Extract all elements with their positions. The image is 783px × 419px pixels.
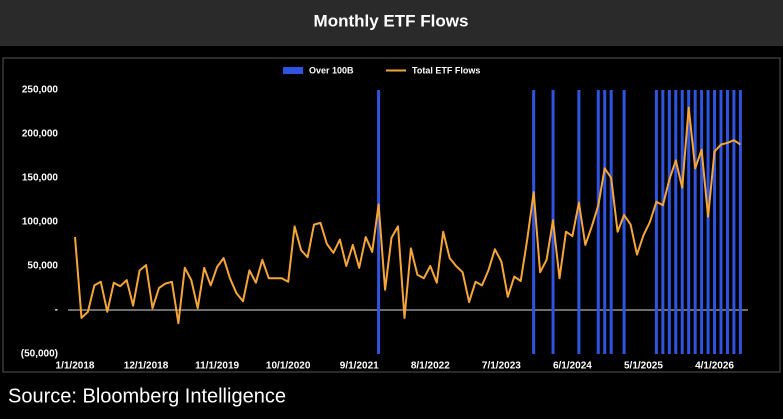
- x-tick-label: 1/1/2018: [56, 361, 95, 372]
- flag-bar: [706, 90, 710, 354]
- legend-swatch: [283, 67, 303, 74]
- flag-bar: [532, 90, 536, 354]
- flag-bar: [680, 90, 684, 354]
- flag-bar: [667, 90, 671, 354]
- flag-bar: [713, 90, 717, 354]
- y-tick-label: 200,000: [22, 129, 59, 140]
- flag-bar: [732, 90, 736, 354]
- y-tick-label: -: [55, 305, 58, 316]
- x-tick-label: 7/1/2023: [482, 361, 521, 372]
- y-tick-label: 250,000: [22, 85, 59, 96]
- flag-bar: [700, 90, 704, 354]
- flag-bar: [738, 90, 742, 354]
- flag-bar: [674, 90, 678, 354]
- y-tick-label: 150,000: [22, 173, 59, 184]
- flag-bar: [609, 90, 613, 354]
- flow-line: [74, 106, 741, 325]
- source-note: Source: Bloomberg Intelligence: [8, 385, 286, 407]
- x-tick-label: 5/1/2025: [624, 361, 663, 372]
- flag-bar: [377, 90, 381, 354]
- flag-bar: [719, 90, 723, 354]
- y-tick-label: (50,000): [21, 349, 58, 360]
- x-tick-label: 9/1/2021: [340, 361, 379, 372]
- flag-bar: [661, 90, 665, 354]
- y-tick-label: 50,000: [27, 261, 58, 272]
- x-tick-label: 4/1/2026: [695, 361, 734, 372]
- flag-bar: [725, 90, 729, 354]
- flag-bar: [622, 90, 626, 354]
- x-tick-label: 8/1/2022: [411, 361, 450, 372]
- x-tick-label: 10/1/2020: [266, 361, 311, 372]
- legend-label: Total ETF Flows: [412, 65, 480, 75]
- x-tick-label: 6/1/2024: [553, 361, 592, 372]
- x-tick-label: 12/1/2018: [124, 361, 169, 372]
- legend-label: Over 100B: [309, 65, 354, 75]
- plot-frame: [2, 57, 781, 373]
- flag-bar: [577, 90, 581, 354]
- x-tick-label: 11/1/2019: [195, 361, 239, 372]
- flag-bar: [654, 90, 658, 354]
- flag-bar: [687, 90, 691, 354]
- chart-title: Monthly ETF Flows: [314, 11, 469, 30]
- flag-bar: [603, 90, 607, 354]
- y-tick-label: 100,000: [22, 217, 59, 228]
- title-bar: [0, 0, 783, 46]
- flag-bar: [596, 90, 600, 354]
- flag-bar: [693, 90, 697, 354]
